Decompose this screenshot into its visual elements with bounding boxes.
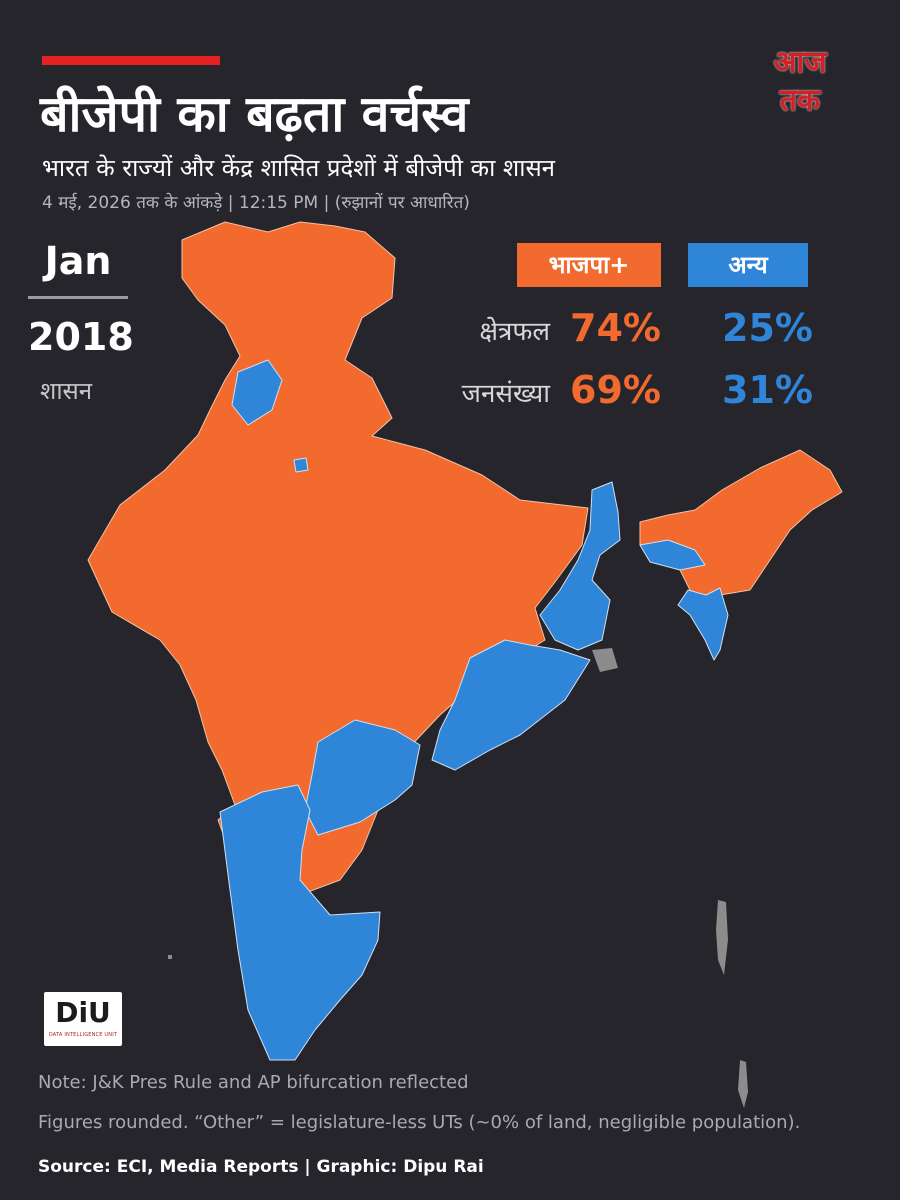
- badge-main: DiU: [55, 996, 111, 1029]
- footnote-1: Note: J&K Pres Rule and AP bifurcation r…: [38, 1072, 469, 1093]
- legend-bjp: भाजपा+: [517, 243, 661, 287]
- source-credits: Source: ECI, Media Reports | Graphic: Di…: [38, 1157, 484, 1177]
- map-region-meghalaya: [639, 539, 706, 571]
- stat-value-other: 31%: [722, 368, 813, 412]
- stat-value-other: 25%: [722, 306, 813, 350]
- stat-row-area: क्षेत्रफल 74% 25%: [400, 306, 820, 356]
- map-region-mizoram: [677, 587, 729, 661]
- map-region-sundarbans: [592, 648, 618, 672]
- map-region-delhi: [293, 457, 309, 473]
- stat-value-bjp: 69%: [570, 368, 661, 412]
- badge-sub: DATA INTELLIGENCE UNIT: [48, 1032, 118, 1038]
- period-month: Jan: [44, 239, 112, 283]
- period-indicator: Jan 2018 शासन: [28, 236, 134, 405]
- footnote-2: Figures rounded. “Other” = legislature-l…: [38, 1112, 801, 1133]
- map-region-odisha: [431, 639, 591, 771]
- stat-label: क्षेत्रफल: [479, 317, 550, 347]
- accent-bar: [42, 56, 220, 65]
- map-region-west-bengal: [539, 481, 621, 651]
- stat-row-population: जनसंख्या 69% 31%: [400, 368, 820, 418]
- map-region-andaman-islands: [716, 900, 728, 975]
- period-divider: [28, 296, 128, 299]
- stat-value-bjp: 74%: [570, 306, 661, 350]
- dateline: 4 मई, 2026 तक के आंकड़े | 12:15 PM | (रु…: [42, 193, 470, 213]
- aaj-tak-logo: आज तक: [740, 44, 860, 130]
- diu-badge: DiU DATA INTELLIGENCE UNIT: [44, 992, 122, 1046]
- stat-label: जनसंख्या: [461, 379, 550, 409]
- logo-line2: तक: [779, 83, 821, 118]
- page-subtitle: भारत के राज्यों और केंद्र शासित प्रदेशों…: [42, 154, 555, 182]
- map-region-telangana: [304, 719, 421, 836]
- map-region-lakshadweep: [168, 955, 172, 959]
- period-year: 2018: [28, 315, 134, 359]
- page-title: बीजेपी का बढ़ता वर्चस्व: [40, 85, 469, 143]
- map-region-punjab: [231, 359, 283, 426]
- period-caption: शासन: [40, 377, 93, 405]
- map-region-nicobar-islands: [738, 1060, 748, 1108]
- map-region-south: [219, 784, 381, 1061]
- map-region-bjp-northeast: [639, 449, 843, 601]
- logo-line1: आज: [773, 45, 827, 80]
- legend-other: अन्य: [688, 243, 808, 287]
